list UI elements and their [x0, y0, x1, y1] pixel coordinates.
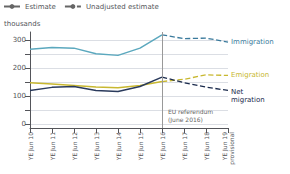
svg-text:YE Jun 17: YE Jun 17 [181, 132, 189, 161]
svg-text:Estimate: Estimate [25, 3, 56, 11]
svg-text:300: 300 [13, 36, 26, 44]
svg-text:200: 200 [13, 64, 26, 72]
svg-text:Net: Net [231, 88, 244, 96]
svg-text:Immigration: Immigration [231, 38, 274, 46]
svg-text:YE Jun 13: YE Jun 13 [93, 132, 101, 161]
svg-text:Unadjusted estimate: Unadjusted estimate [86, 3, 159, 11]
svg-text:YE Jun 14: YE Jun 14 [115, 132, 123, 161]
svg-text:Emigration: Emigration [231, 71, 269, 79]
svg-text:YE Jun 10: YE Jun 10 [27, 132, 35, 161]
svg-text:migration: migration [231, 96, 265, 104]
svg-text:provisional: provisional [228, 132, 236, 165]
svg-text:EU referendum: EU referendum [168, 108, 213, 115]
svg-text:YE Jun 19: YE Jun 19 [221, 132, 228, 161]
svg-text:YE Jun 16: YE Jun 16 [159, 132, 167, 161]
svg-text:YE Jun 18: YE Jun 18 [203, 132, 211, 161]
svg-text:0: 0 [22, 120, 26, 128]
svg-text:YE Jun 12: YE Jun 12 [71, 132, 79, 161]
svg-text:100: 100 [13, 92, 26, 100]
svg-text:YE Jun 15: YE Jun 15 [137, 132, 145, 161]
svg-text:(June 2016): (June 2016) [168, 116, 203, 124]
svg-text:YE Jun 11: YE Jun 11 [49, 132, 57, 161]
svg-text:thousands: thousands [4, 20, 41, 28]
